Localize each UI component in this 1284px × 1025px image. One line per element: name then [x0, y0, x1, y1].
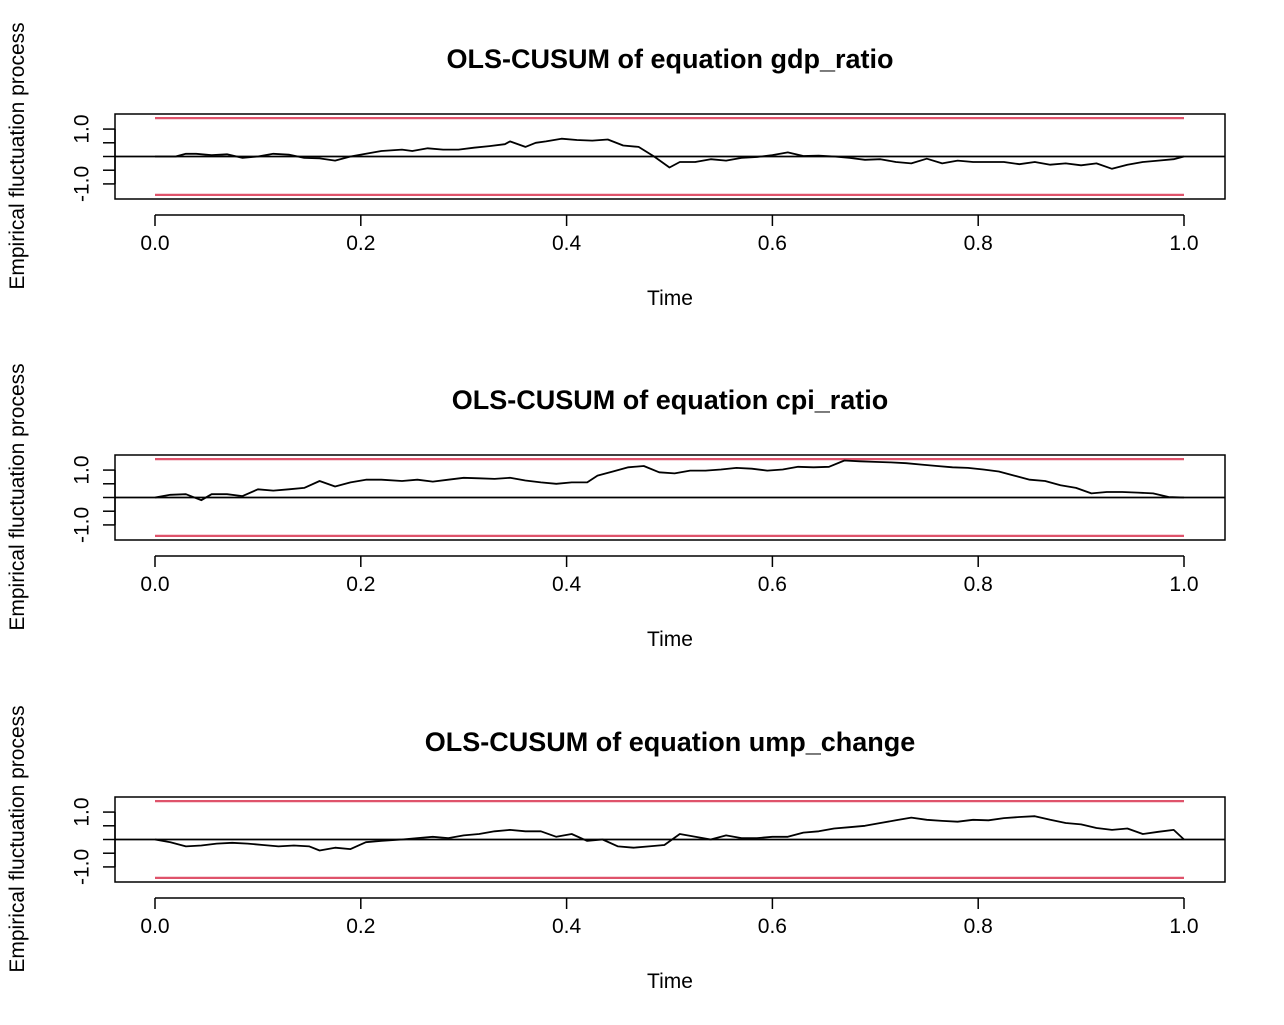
- chart-title: OLS-CUSUM of equation gdp_ratio: [447, 44, 894, 74]
- x-tick-label: 0.8: [964, 232, 993, 255]
- x-axis-label: Time: [647, 628, 693, 651]
- y-tick-label: 1.0: [71, 797, 94, 826]
- y-axis-label: Empirical fluctuation process: [6, 705, 29, 972]
- x-tick-label: 1.0: [1169, 573, 1198, 596]
- x-tick-label: 0.8: [964, 915, 993, 938]
- y-tick-label: 1.0: [71, 455, 94, 484]
- chart-title: OLS-CUSUM of equation ump_change: [425, 727, 916, 757]
- y-axis-label: Empirical fluctuation process: [6, 22, 29, 289]
- x-axis-label: Time: [647, 970, 693, 993]
- x-tick-label: 1.0: [1169, 915, 1198, 938]
- chart-panel-1: OLS-CUSUM of equation gdp_ratio 0.0 0.2 0.4…: [6, 22, 1226, 310]
- y-tick-label: -1.0: [71, 166, 94, 202]
- x-tick-label: 1.0: [1169, 232, 1198, 255]
- x-tick-label: 0.2: [346, 915, 375, 938]
- x-tick-label: 0.8: [964, 573, 993, 596]
- x-tick-label: 0.0: [140, 573, 169, 596]
- chart-panel-3: OLS-CUSUM of equation ump_change 0.0 0.2 0.…: [6, 705, 1226, 993]
- cusum-series-line: [155, 137, 1185, 170]
- chart-panel-2: OLS-CUSUM of equation cpi_ratio 0.0 0.2 0.4…: [6, 363, 1226, 651]
- cusum-series-line: [154, 815, 1185, 852]
- y-axis-label: Empirical fluctuation process: [6, 363, 29, 630]
- x-tick-label: 0.2: [346, 232, 375, 255]
- x-tick-label: 0.6: [758, 915, 787, 938]
- y-tick-label: -1.0: [71, 507, 94, 543]
- x-tick-label: 0.4: [552, 573, 582, 596]
- x-tick-label: 0.2: [346, 573, 375, 596]
- x-tick-label: 0.0: [140, 915, 169, 938]
- x-tick-label: 0.6: [758, 232, 787, 255]
- x-tick-label: 0.4: [552, 915, 582, 938]
- x-axis-label: Time: [647, 287, 693, 310]
- x-tick-label: 0.0: [140, 232, 169, 255]
- y-tick-label: -1.0: [71, 849, 94, 885]
- x-tick-label: 0.4: [552, 232, 582, 255]
- y-tick-label: 1.0: [71, 114, 94, 143]
- chart-title: OLS-CUSUM of equation cpi_ratio: [452, 385, 889, 415]
- x-tick-label: 0.6: [758, 573, 787, 596]
- cusum-series-line: [154, 459, 1185, 502]
